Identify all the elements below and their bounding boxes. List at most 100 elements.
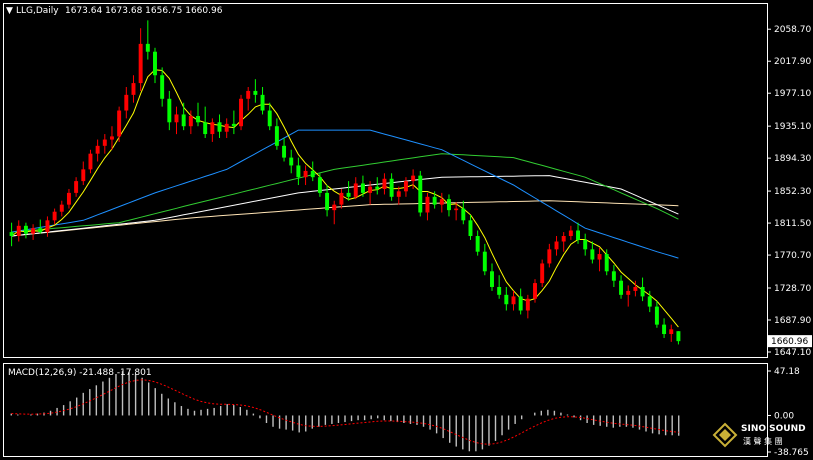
candle (109, 126, 114, 150)
candle-body (389, 178, 394, 197)
candle-body (131, 83, 136, 95)
candle (425, 192, 430, 221)
candle-body (626, 290, 631, 295)
candle (74, 177, 79, 197)
ohlc-readout: 1673.64 1673.68 1656.75 1660.96 (65, 6, 223, 16)
symbol-dropdown-icon[interactable]: ▼ (6, 6, 13, 16)
price-tick-label: 2058.70 (774, 25, 811, 35)
price-tick-label: 1811.50 (774, 219, 811, 229)
candle (160, 67, 165, 107)
candle-body (647, 296, 652, 307)
sino-sound-logo: SINO SOUND 漢 聲 集 團 (712, 422, 806, 448)
candle (633, 280, 638, 297)
candle (368, 181, 373, 205)
candle-body (446, 199, 451, 211)
candle-body (432, 196, 437, 205)
price-tick-label: 2017.90 (774, 57, 811, 67)
candle-body (454, 208, 459, 211)
candle (59, 200, 64, 217)
candle-body (153, 51, 157, 76)
candle (289, 149, 294, 174)
candle-body (59, 204, 64, 212)
candle (38, 219, 43, 234)
candle-body (353, 183, 358, 197)
current-price-marker (768, 335, 812, 348)
candle (540, 259, 545, 287)
macd-tick-label: 47.18 (774, 367, 800, 377)
candle-body (497, 286, 502, 295)
candle-body (533, 283, 537, 299)
candle (482, 243, 487, 276)
candle-body (289, 157, 294, 166)
candle-body (576, 230, 581, 240)
candle-body (109, 136, 114, 140)
candle (439, 192, 444, 213)
candle (468, 214, 473, 240)
candle-body (633, 286, 638, 291)
price-tick-label: 1894.30 (774, 154, 811, 164)
candle-body (167, 98, 172, 123)
candle-body (66, 192, 71, 205)
candle (576, 222, 581, 244)
candle (124, 87, 129, 119)
ma20-line (11, 129, 679, 259)
candle (568, 225, 573, 240)
candle-body (662, 324, 667, 335)
current-price-label: 1660.96 (771, 337, 808, 347)
candle (52, 208, 57, 225)
candle-body (411, 175, 416, 182)
candle (332, 200, 337, 225)
candle-body (145, 43, 150, 52)
candle (418, 170, 423, 217)
candle (224, 118, 229, 138)
moving-averages (11, 69, 679, 328)
candle (454, 202, 459, 221)
candle (131, 75, 136, 103)
candle-body (9, 232, 14, 237)
candle (533, 279, 537, 303)
candle-body (482, 251, 487, 272)
candle-body (525, 298, 530, 311)
candle-body (583, 239, 588, 250)
candle-body (181, 114, 186, 127)
candle-body (38, 228, 43, 233)
candle (88, 149, 93, 174)
candle (518, 288, 523, 315)
candle-body (439, 199, 444, 205)
price-tick-label: 1935.10 (774, 122, 811, 132)
candle (317, 173, 322, 197)
price-tick-label: 1852.30 (774, 187, 811, 197)
candle-body (669, 329, 674, 335)
macd-label: MACD(12,26,9) -21.488 -17.801 (8, 368, 152, 378)
candle (153, 47, 157, 84)
candle-body (253, 90, 258, 95)
candle (647, 290, 652, 313)
candle-body (52, 211, 57, 221)
candle (274, 118, 279, 150)
price-axis: 2058.70 2017.90 1977.10 1935.10 1894.30 1852.… (767, 25, 812, 358)
symbol-label: LLG,Daily (16, 6, 59, 16)
diamond-logo-icon (712, 422, 738, 448)
candle-body (346, 192, 351, 197)
candles (9, 20, 681, 345)
candle-body (317, 177, 322, 193)
candle (382, 173, 387, 195)
candle (181, 102, 186, 131)
candle-body (88, 153, 93, 170)
candle (497, 275, 502, 299)
candle (547, 243, 552, 268)
candle-body (619, 280, 624, 295)
candle-body (23, 225, 28, 234)
candle (504, 286, 509, 311)
candle (626, 285, 631, 307)
candle-body (604, 254, 609, 272)
candle-body (260, 94, 265, 111)
candle-body (274, 126, 279, 146)
candle (246, 87, 251, 111)
candle (145, 20, 150, 60)
candle (619, 275, 624, 299)
candle (31, 224, 36, 240)
candle (95, 139, 100, 162)
